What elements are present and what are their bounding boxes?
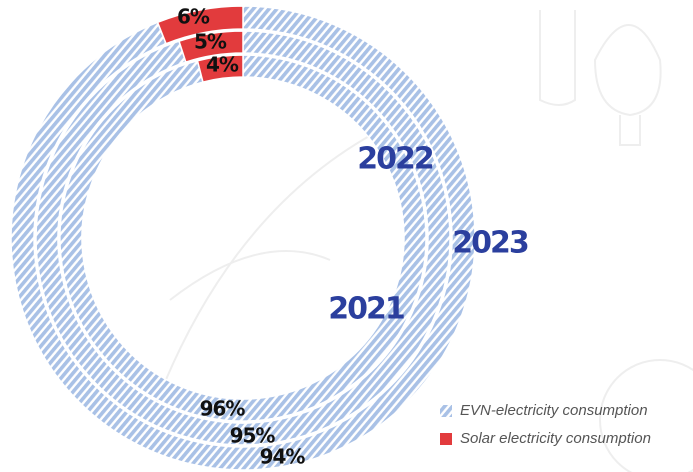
ring-segment xyxy=(196,54,244,83)
legend-swatch xyxy=(440,433,452,445)
ring-segment xyxy=(59,54,427,422)
ring-segment xyxy=(178,30,244,63)
legend: EVN-electricity consumption Solar electri… xyxy=(440,402,651,447)
ring-label: 2023 xyxy=(452,226,528,261)
ring-label: 2021 xyxy=(328,292,404,327)
value-label: 6% xyxy=(177,5,210,29)
value-label: 5% xyxy=(194,30,227,54)
labels: 2023 94% 6% 2022 95% 5% 2021 96% 4% xyxy=(177,5,530,469)
rings xyxy=(10,5,476,471)
value-label: 96% xyxy=(200,397,246,421)
value-label: 95% xyxy=(230,424,276,448)
legend-label: EVN-electricity consumption xyxy=(460,402,648,419)
legend-swatch xyxy=(440,405,452,417)
ring-segment xyxy=(35,30,451,446)
ring-segment xyxy=(156,5,244,45)
value-label: 4% xyxy=(206,53,239,77)
value-label: 94% xyxy=(260,445,306,469)
ring-segment xyxy=(10,5,476,471)
background-decoration xyxy=(149,10,693,472)
legend-label: Solar electricity consumption xyxy=(460,430,651,447)
ring-label: 2022 xyxy=(357,142,433,177)
